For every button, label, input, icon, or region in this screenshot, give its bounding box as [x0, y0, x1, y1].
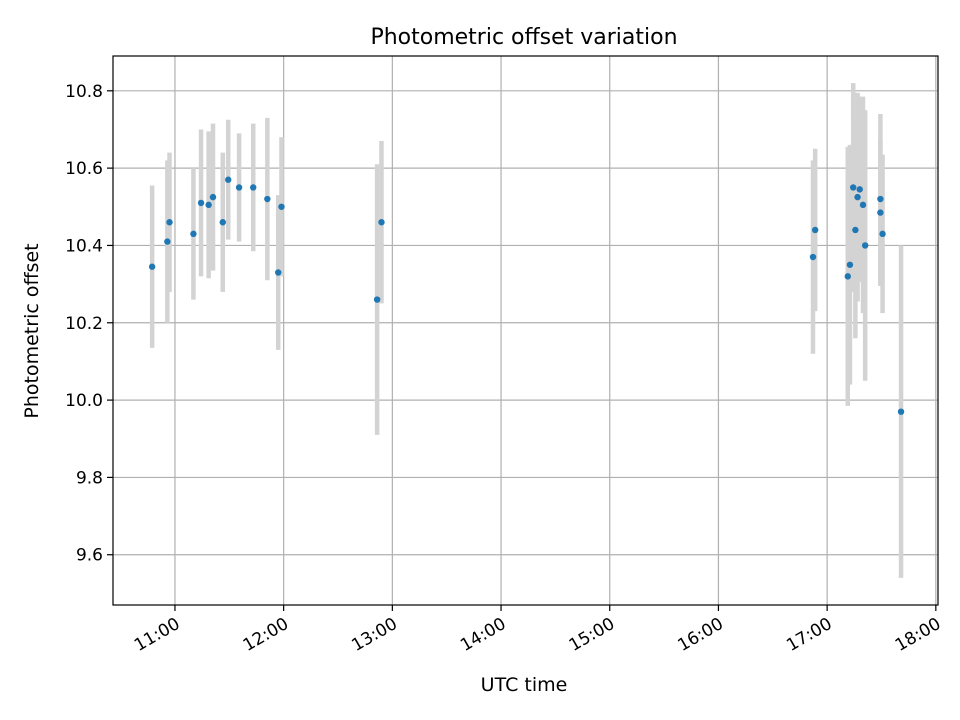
data-point	[852, 226, 859, 234]
y-tick-label: 9.6	[76, 546, 103, 566]
data-points	[148, 176, 905, 415]
y-tick-label: 9.8	[76, 468, 103, 488]
data-point	[219, 219, 226, 226]
data-point	[205, 201, 212, 209]
y-tick-label: 10.0	[65, 391, 103, 411]
data-point	[854, 193, 861, 201]
data-point	[250, 184, 257, 191]
data-point	[877, 195, 884, 203]
data-point	[164, 238, 171, 245]
grid	[113, 56, 938, 605]
data-point	[235, 184, 243, 191]
data-point	[378, 219, 385, 226]
y-tick-label: 10.2	[65, 314, 103, 334]
data-point	[166, 219, 173, 226]
data-point	[879, 230, 886, 238]
data-point	[861, 242, 869, 249]
y-axis-label: Photometric offset	[21, 243, 43, 418]
data-point	[278, 203, 285, 210]
data-point	[225, 176, 232, 183]
data-point	[190, 230, 197, 238]
data-point	[877, 209, 884, 216]
data-point	[209, 193, 217, 201]
data-point	[856, 186, 863, 193]
chart-title: Photometric offset variation	[370, 25, 677, 50]
data-point	[148, 263, 156, 270]
y-axis-ticks: 9.6 9.8 10.0 10.2 10.4 10.6 10.8	[65, 82, 113, 566]
y-tick-label: 10.8	[65, 82, 103, 102]
data-point	[811, 226, 819, 234]
data-point	[846, 261, 854, 268]
data-point	[844, 273, 851, 280]
data-point	[897, 408, 905, 415]
data-point	[275, 269, 282, 276]
plot-frame	[112, 55, 939, 606]
data-point	[373, 296, 381, 303]
data-point	[264, 195, 271, 203]
x-axis-label: UTC time	[481, 674, 568, 696]
data-point	[197, 199, 205, 207]
y-tick-label: 10.4	[65, 236, 103, 256]
data-point	[809, 253, 817, 261]
data-point	[859, 201, 867, 209]
data-point	[850, 184, 857, 191]
y-tick-label: 10.6	[65, 159, 103, 179]
